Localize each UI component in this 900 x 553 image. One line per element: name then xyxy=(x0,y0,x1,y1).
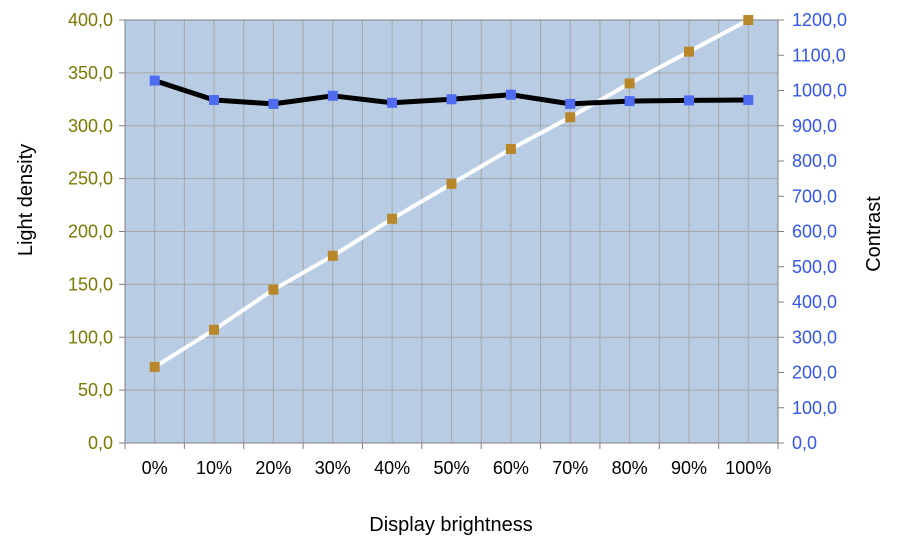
data-point-right xyxy=(684,95,694,106)
data-point-left xyxy=(268,284,279,295)
right-tick-label: 400,0 xyxy=(792,292,837,312)
x-tick-label: 10% xyxy=(196,458,232,478)
right-tick-label: 0,0 xyxy=(792,433,817,453)
right-tick-label: 1100,0 xyxy=(792,45,846,65)
right-tick-label: 800,0 xyxy=(792,151,837,171)
x-tick-label: 40% xyxy=(374,458,410,478)
data-point-left xyxy=(327,250,338,261)
data-point-right xyxy=(149,75,160,86)
right-tick-label: 1000,0 xyxy=(792,81,847,101)
x-tick-label: 80% xyxy=(612,458,648,478)
data-point-right xyxy=(743,95,754,105)
right-tick-label: 200,0 xyxy=(792,363,837,383)
right-tick-label: 1200,0 xyxy=(792,10,847,30)
left-tick-label: 400,0 xyxy=(68,10,113,30)
right-axis-ticks: 0,0 100,0 200,0 300,0 400,0 500,0 600,0 700,0 80… xyxy=(778,10,847,453)
data-point-right xyxy=(565,98,576,109)
left-tick-label: 350,0 xyxy=(68,63,113,83)
data-point-right xyxy=(327,90,338,101)
right-tick-label: 700,0 xyxy=(792,186,837,206)
left-tick-label: 250,0 xyxy=(68,169,113,189)
left-tick-label: 150,0 xyxy=(68,274,113,294)
right-tick-label: 600,0 xyxy=(792,222,837,242)
x-tick-label: 30% xyxy=(315,458,351,478)
right-tick-label: 900,0 xyxy=(792,116,837,136)
left-tick-label: 300,0 xyxy=(68,116,113,136)
right-axis-title: Contrast xyxy=(863,196,885,272)
data-point-left xyxy=(505,144,516,154)
data-point-left xyxy=(149,361,160,372)
left-tick-label: 200,0 xyxy=(68,222,113,242)
left-tick-label: 0,0 xyxy=(88,433,113,453)
series-layer xyxy=(149,15,754,372)
data-point-left xyxy=(743,15,754,25)
data-point-left xyxy=(624,78,635,89)
x-axis-title: Display brightness xyxy=(369,514,532,536)
data-point-right xyxy=(268,98,279,109)
left-tick-label: 50,0 xyxy=(78,380,113,400)
data-point-right xyxy=(624,96,635,107)
x-axis-ticks: 0% 10% 20% 30% 40% 50% 60% 70% 80% 90% 100% xyxy=(124,443,779,478)
data-point-left xyxy=(446,178,457,189)
left-axis-ticks: 0,0 50,0 100,0 150,0 200,0 250,0 300,0 350,0 400… xyxy=(68,10,125,453)
left-axis-title: Light density xyxy=(15,144,37,256)
data-point-right xyxy=(387,97,398,108)
x-tick-label: 100% xyxy=(725,458,771,478)
data-point-right xyxy=(209,95,219,105)
right-tick-label: 500,0 xyxy=(792,257,837,277)
x-tick-label: 20% xyxy=(255,458,291,478)
x-tick-label: 60% xyxy=(493,458,529,478)
left-tick-label: 100,0 xyxy=(68,327,113,347)
x-tick-label: 0% xyxy=(142,458,168,478)
data-point-right xyxy=(446,94,457,105)
data-point-left xyxy=(565,112,576,123)
x-tick-label: 90% xyxy=(671,458,707,478)
x-tick-label: 70% xyxy=(552,458,588,478)
data-point-right xyxy=(505,89,516,100)
data-point-left xyxy=(209,324,219,335)
data-point-left xyxy=(684,46,694,57)
right-tick-label: 100,0 xyxy=(792,398,837,418)
right-tick-label: 300,0 xyxy=(792,327,837,347)
x-tick-label: 50% xyxy=(433,458,469,478)
data-point-left xyxy=(387,213,398,224)
